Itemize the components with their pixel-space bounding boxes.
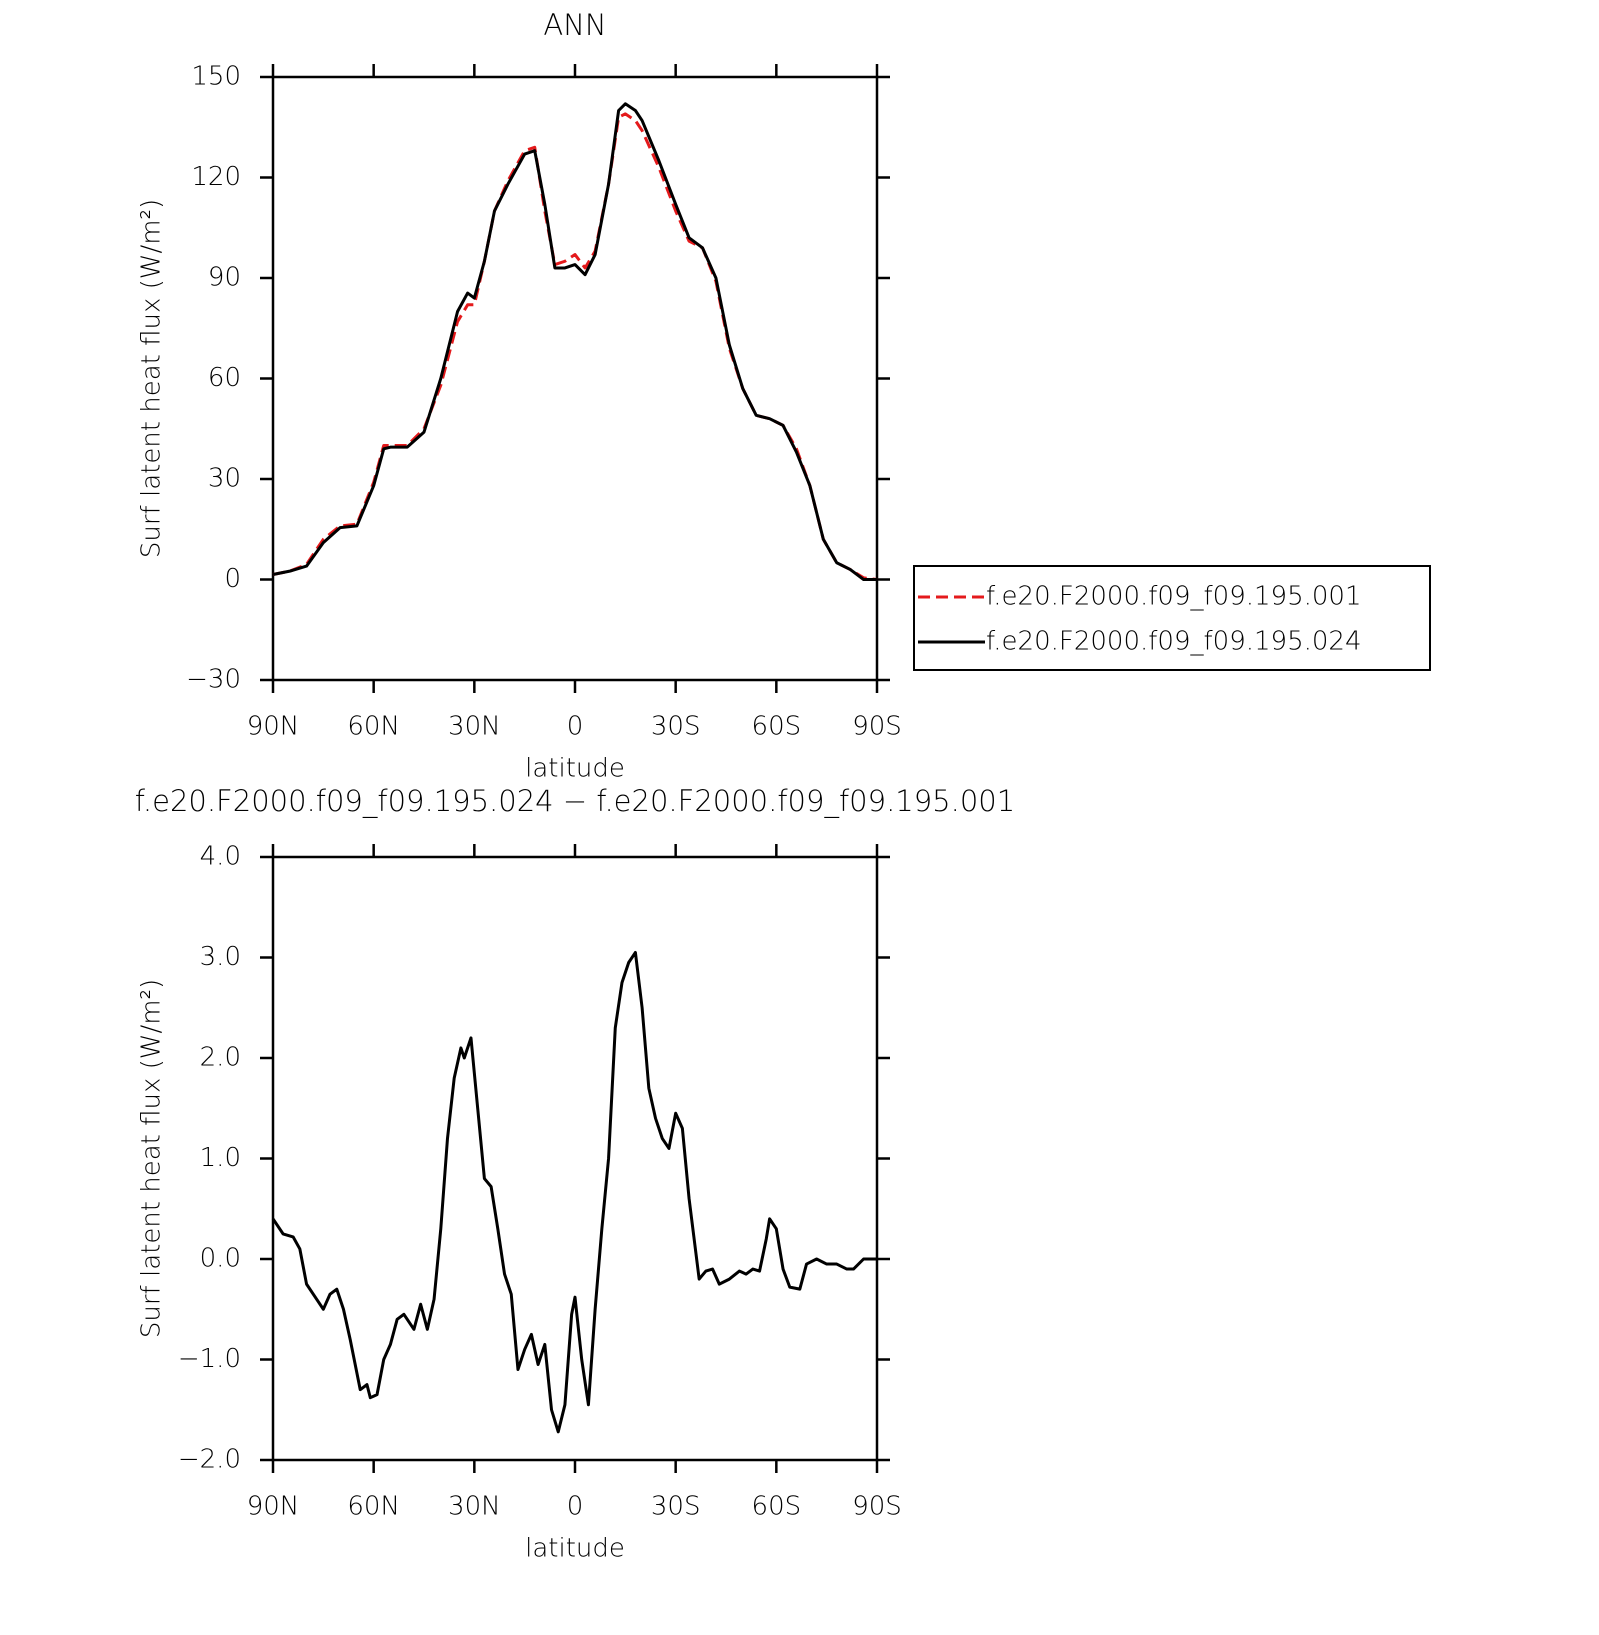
y-tick-label: −1.0 xyxy=(178,1344,241,1374)
chart-title: f.e20.F2000.f09_f09.195.024 − f.e20.F200… xyxy=(135,784,1015,819)
y-tick-label: 3.0 xyxy=(200,942,241,972)
y-axis-label: Surf latent heat flux (W/m²) xyxy=(137,199,167,558)
y-tick-label: 4.0 xyxy=(200,842,241,872)
y-tick-label: −30 xyxy=(186,665,241,695)
data-line xyxy=(271,950,877,1434)
x-tick-label: 90S xyxy=(852,1492,902,1522)
legend-box xyxy=(913,565,1431,671)
x-tick-label: 30N xyxy=(448,1492,501,1522)
y-tick-label: 1.0 xyxy=(200,1143,241,1173)
y-tick-label: 30 xyxy=(208,464,241,494)
x-tick-label: 90N xyxy=(247,1492,300,1522)
y-tick-label: 2.0 xyxy=(200,1043,241,1073)
plot-frame xyxy=(271,75,879,682)
y-tick-label: 60 xyxy=(208,363,241,393)
data-line xyxy=(272,102,877,581)
x-tick-label: 0 xyxy=(567,1492,584,1522)
y-tick-label: −2.0 xyxy=(178,1445,241,1475)
x-tick-label: 30S xyxy=(651,712,701,742)
x-tick-label: 0 xyxy=(567,712,584,742)
legend-label: f.e20.F2000.f09_f09.195.001 xyxy=(986,582,1362,612)
legend-label: f.e20.F2000.f09_f09.195.024 xyxy=(986,627,1362,657)
x-tick-label: 60N xyxy=(347,1492,400,1522)
x-tick-label: 30N xyxy=(448,712,501,742)
y-tick-label: 90 xyxy=(208,263,241,293)
x-tick-label: 60N xyxy=(347,712,400,742)
plot-frame xyxy=(271,855,879,1462)
y-tick-label: 120 xyxy=(191,162,241,192)
x-axis-label: latitude xyxy=(525,754,625,784)
y-tick-label: 0 xyxy=(224,564,241,594)
chart-title: ANN xyxy=(543,8,606,42)
x-axis-label: latitude xyxy=(525,1534,625,1564)
x-tick-label: 90S xyxy=(852,712,902,742)
y-axis-label: Surf latent heat flux (W/m²) xyxy=(137,979,167,1338)
x-tick-label: 60S xyxy=(752,712,802,742)
x-tick-label: 60S xyxy=(752,1492,802,1522)
x-tick-label: 90N xyxy=(247,712,300,742)
y-tick-label: 150 xyxy=(191,62,241,92)
y-tick-label: 0.0 xyxy=(200,1244,241,1274)
x-tick-label: 30S xyxy=(651,1492,701,1522)
